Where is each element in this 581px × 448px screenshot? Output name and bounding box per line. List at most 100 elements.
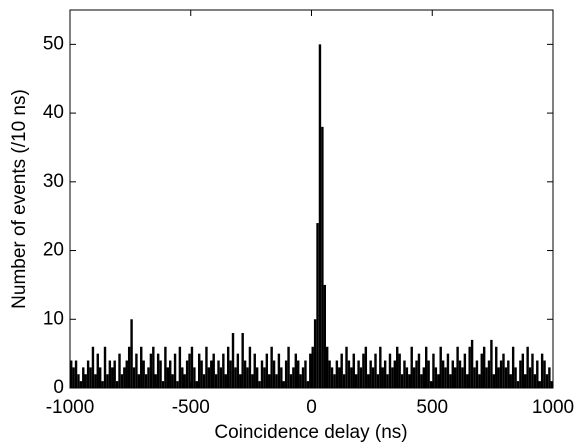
- bar: [456, 346, 459, 388]
- bar: [427, 360, 430, 388]
- bar: [255, 367, 259, 388]
- bar: [103, 346, 107, 388]
- bar: [323, 284, 326, 388]
- bar: [251, 374, 254, 388]
- bar: [364, 346, 368, 388]
- bar: [543, 360, 546, 388]
- bar: [441, 360, 445, 388]
- bar: [410, 346, 413, 388]
- bar: [275, 374, 278, 388]
- bar: [514, 367, 517, 388]
- bar: [207, 367, 211, 388]
- bar: [127, 346, 131, 388]
- bar: [248, 346, 252, 388]
- x-axis-label: Coincidence delay (ns): [214, 422, 407, 443]
- bar: [147, 367, 150, 388]
- bar: [482, 346, 486, 388]
- bar: [113, 360, 116, 388]
- bar: [519, 360, 522, 388]
- bar: [446, 353, 450, 388]
- bar: [526, 346, 529, 388]
- bar: [287, 346, 290, 388]
- bar: [231, 333, 235, 388]
- bar: [504, 367, 508, 388]
- bar: [292, 367, 295, 388]
- bar: [405, 367, 409, 388]
- bar: [347, 360, 351, 388]
- bar: [210, 360, 213, 388]
- plot-frame: [69, 9, 554, 389]
- bar: [333, 374, 336, 388]
- bar: [152, 346, 155, 388]
- bar: [328, 360, 331, 388]
- bar: [120, 374, 124, 388]
- bar: [524, 374, 527, 388]
- bar: [277, 353, 281, 388]
- bar: [492, 374, 496, 388]
- bar: [466, 374, 469, 388]
- bar: [325, 346, 329, 388]
- y-tick-label: 20: [43, 240, 64, 261]
- bar: [268, 374, 271, 388]
- bar: [391, 367, 394, 388]
- bar: [531, 353, 534, 388]
- bar: [383, 360, 387, 388]
- bar: [217, 360, 220, 388]
- bar: [106, 374, 109, 388]
- bar: [412, 367, 416, 388]
- bar: [123, 367, 126, 388]
- bar: [449, 374, 452, 388]
- bar: [381, 367, 384, 388]
- bar: [115, 381, 119, 388]
- bar: [398, 353, 401, 388]
- bar: [354, 374, 358, 388]
- bar: [171, 374, 174, 388]
- bar: [272, 360, 276, 388]
- bar: [84, 374, 87, 388]
- bar: [79, 381, 83, 388]
- bar: [284, 360, 288, 388]
- bar: [422, 367, 426, 388]
- bar: [282, 381, 285, 388]
- bar: [379, 346, 382, 388]
- bar: [101, 381, 104, 388]
- bar: [183, 374, 186, 388]
- bar: [388, 353, 392, 388]
- bar: [200, 360, 203, 388]
- bar: [495, 346, 498, 388]
- bar: [371, 367, 375, 388]
- bar: [135, 353, 138, 388]
- bar: [528, 367, 532, 388]
- bar: [490, 339, 493, 388]
- bar: [374, 353, 377, 388]
- bar: [521, 353, 525, 388]
- bar: [89, 367, 92, 388]
- bar: [396, 346, 399, 388]
- bar: [393, 360, 397, 388]
- bar: [304, 360, 307, 388]
- bar: [178, 346, 182, 388]
- bar: [130, 319, 133, 388]
- bar: [70, 360, 73, 388]
- bar: [540, 353, 544, 388]
- bar: [96, 353, 99, 388]
- x-tick-label: 500: [416, 397, 448, 418]
- bar: [154, 374, 157, 388]
- bar: [309, 353, 312, 388]
- bar: [297, 360, 300, 388]
- bar: [533, 374, 537, 388]
- bar: [362, 353, 365, 388]
- bar: [400, 374, 404, 388]
- bar: [502, 353, 505, 388]
- bar: [458, 360, 462, 388]
- bar: [144, 374, 148, 388]
- bar: [420, 374, 423, 388]
- bar: [536, 360, 539, 388]
- bar: [439, 346, 442, 388]
- bar: [463, 353, 467, 388]
- bar: [169, 360, 172, 388]
- bar: [195, 381, 198, 388]
- bar: [425, 346, 428, 388]
- bar: [149, 353, 153, 388]
